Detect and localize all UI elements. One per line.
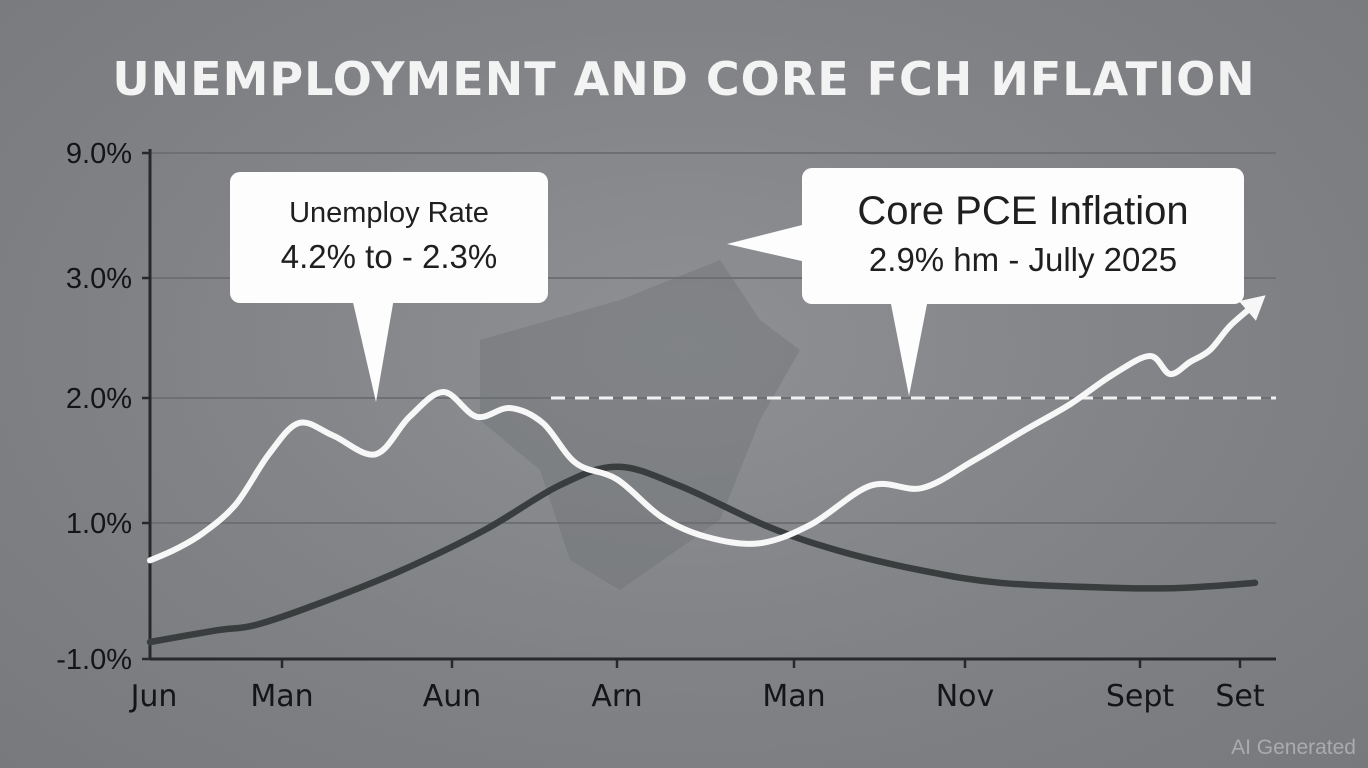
background-emblem xyxy=(480,260,800,590)
axes xyxy=(142,149,1276,668)
callout-unemployment-text: Unemploy Rate 4.2% to - 2.3% xyxy=(230,192,548,280)
x-tick-label: Man xyxy=(250,679,313,714)
x-tick-label: Jun xyxy=(129,679,178,714)
y-tick-label: 3.0% xyxy=(66,263,132,295)
x-tick-label: Sept xyxy=(1106,679,1175,714)
series-arrowhead xyxy=(1238,295,1266,321)
callout-inflation-text: Core PCE Inflation 2.9% hm - Jully 2025 xyxy=(802,186,1244,284)
callout-unemployment-pointer xyxy=(352,298,394,402)
tick-labels: 9.0% 3.0% 2.0% 1.0% -1.0%Jun Man Aun Arn Man Nov S… xyxy=(56,138,1265,714)
callout-inflation-box xyxy=(802,168,1244,304)
x-tick-label: Nov xyxy=(936,679,995,714)
x-tick-label: Aun xyxy=(423,679,482,714)
callout-group xyxy=(230,168,1244,402)
callout-inflation-line-2: 2.9% hm - Jully 2025 xyxy=(868,241,1178,278)
y-tick-label: -1.0% xyxy=(56,644,132,676)
series-group xyxy=(146,295,1266,646)
chart-title: UNEMPLOYMENT AND CORE FCH ИFLATION xyxy=(112,52,1256,106)
x-tick-label: Arn xyxy=(591,679,642,714)
x-tick-label: Man xyxy=(762,679,825,714)
callout-inflation-down-pointer xyxy=(890,299,928,396)
callout-unemployment-box xyxy=(230,172,548,303)
callout-inflation-left-pointer xyxy=(727,224,806,262)
x-tick-label: Set xyxy=(1215,679,1265,714)
series-line-dark xyxy=(146,463,1259,646)
y-tick-label: 9.0% xyxy=(66,138,132,170)
y-tick-label: 1.0% xyxy=(66,508,132,540)
series-line-white xyxy=(147,301,1258,564)
callout-unemployment-line-1: Unemploy Rate xyxy=(289,197,489,229)
callout-unemployment-line-2: 4.2% to - 2.3% xyxy=(280,238,498,275)
callout-inflation-line-1: Core PCE Inflation xyxy=(857,189,1189,233)
watermark: AI Generated xyxy=(1231,736,1356,759)
y-tick-label: 2.0% xyxy=(66,383,132,415)
